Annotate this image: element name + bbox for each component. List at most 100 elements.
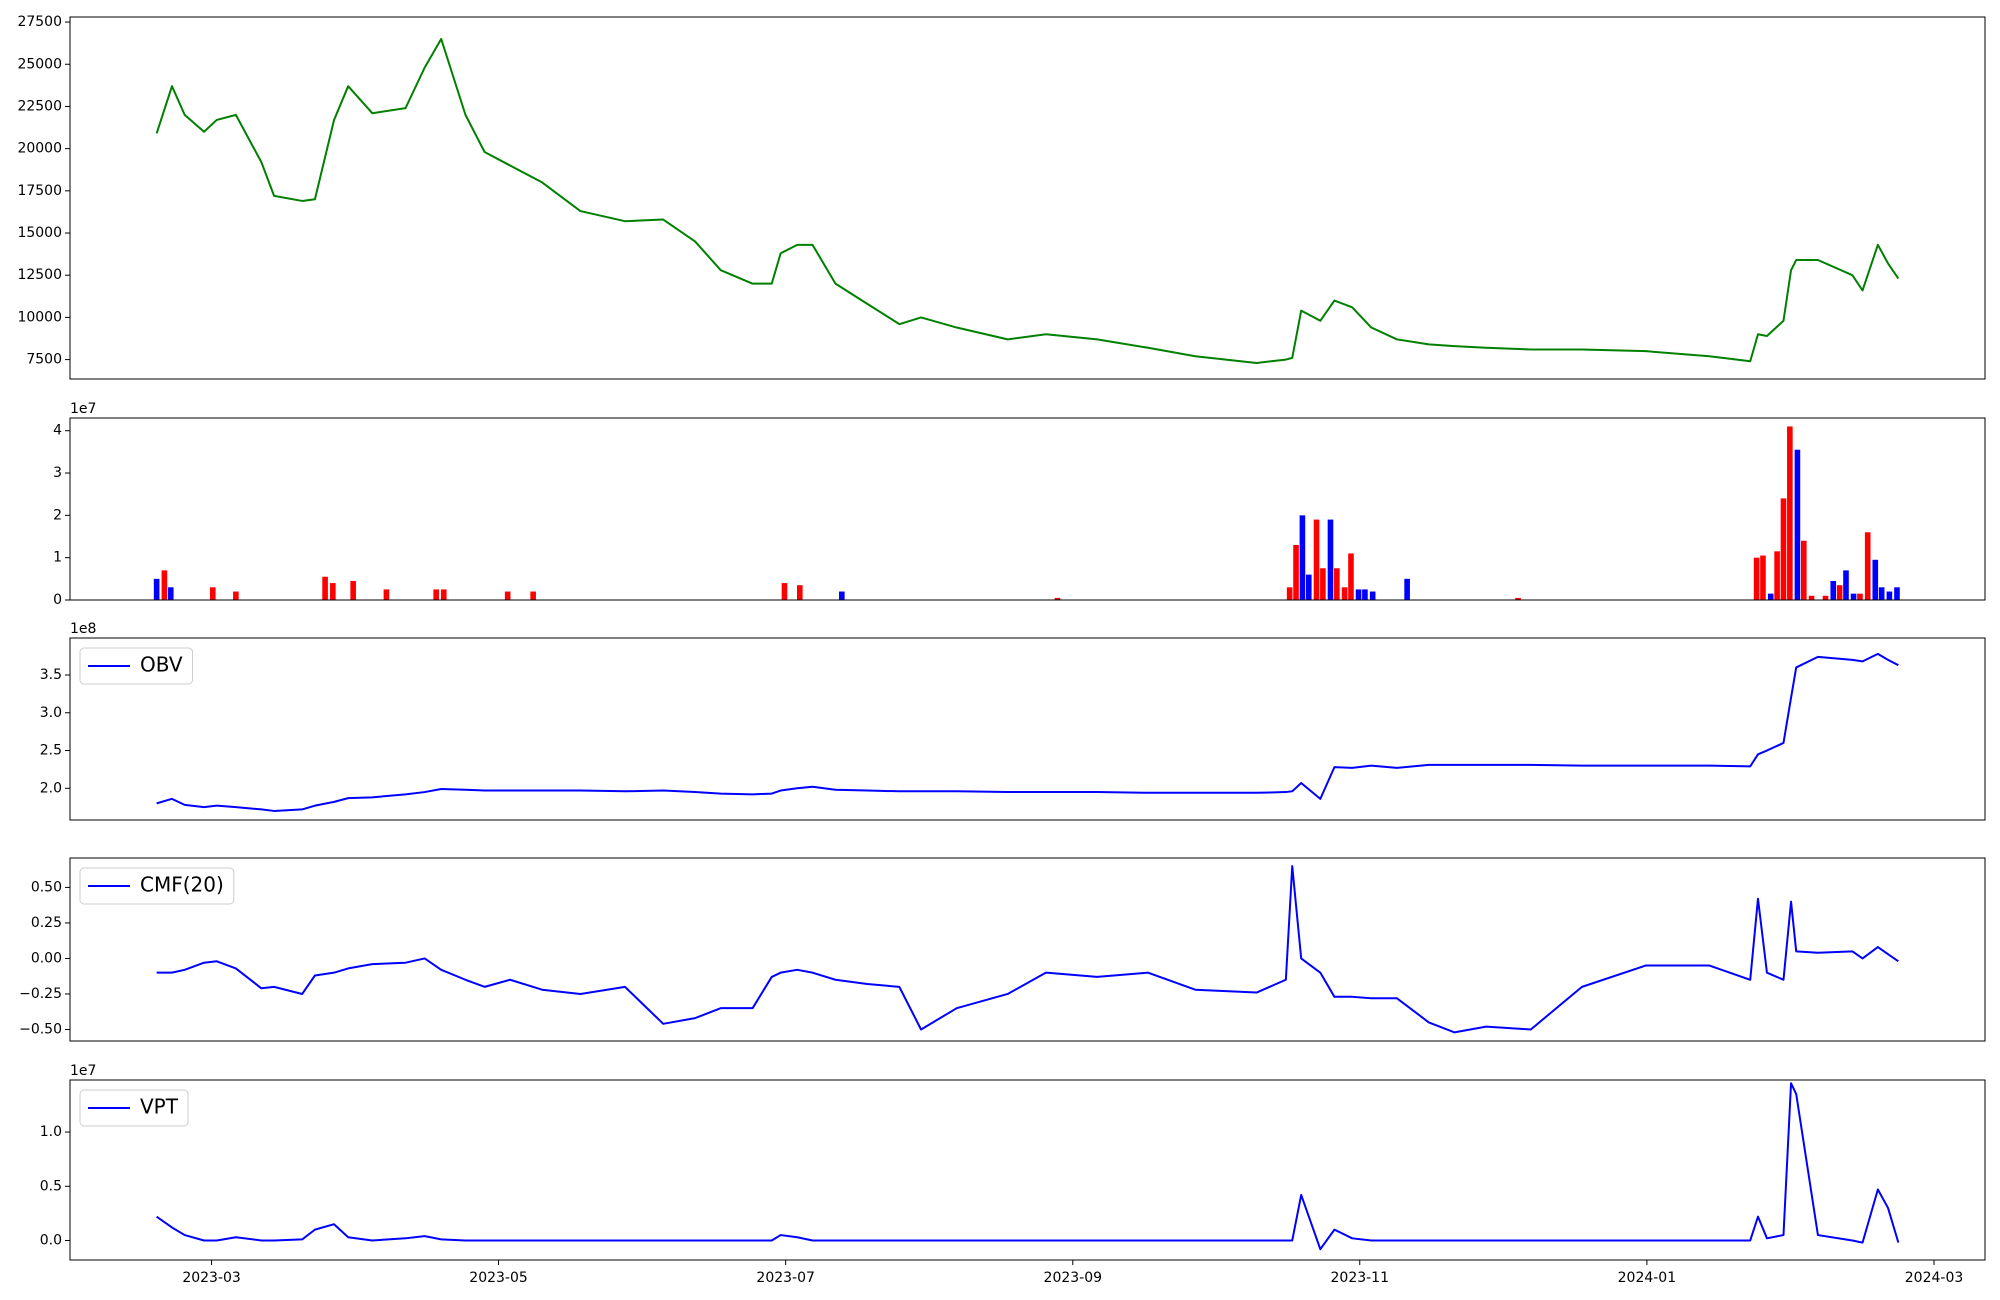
bar <box>504 591 511 600</box>
bar <box>1774 551 1780 600</box>
data-line <box>156 865 1899 1034</box>
axes-frame <box>69 417 1986 601</box>
y-tick-label: 17500 <box>17 183 62 199</box>
bar <box>1894 587 1900 600</box>
data-line <box>155 37 1900 364</box>
y-tick-label: 22500 <box>17 98 62 114</box>
bar <box>1864 532 1871 600</box>
panel: 2.0 2.5 3.0 3.5 1e8 OBV <box>40 621 1986 821</box>
bar <box>1850 593 1857 600</box>
bar <box>1808 595 1815 600</box>
y-tick-label: 2 <box>53 507 62 523</box>
bar <box>1355 589 1362 600</box>
x-tick-label: 2023-11 <box>1331 1270 1390 1286</box>
bar <box>1515 597 1521 600</box>
axis-offset-label: 1e8 <box>70 621 96 637</box>
bar <box>1293 544 1299 600</box>
bar <box>1830 580 1837 600</box>
y-tick-label: 15000 <box>17 225 62 241</box>
x-tick-label: 2023-05 <box>469 1270 528 1286</box>
bar <box>1327 519 1334 600</box>
bar <box>1404 578 1410 600</box>
bar <box>1857 593 1863 600</box>
y-tick-label: 2.0 <box>40 780 62 796</box>
y-tick-label: 2.5 <box>40 743 62 759</box>
bar <box>1787 426 1793 600</box>
panel: 0 1 2 3 4 1e7 <box>53 401 1986 608</box>
bar <box>530 591 536 600</box>
bar <box>1843 570 1849 600</box>
y-tick-label: 0.00 <box>31 950 62 966</box>
axes-frame <box>69 857 1986 1042</box>
bar <box>1780 498 1787 600</box>
bar <box>1320 568 1326 600</box>
bar <box>1313 519 1320 600</box>
panel: 0.0 0.5 1.0 2023-03 2023-05 2023-07 2023-09 202… <box>40 1063 1986 1286</box>
legend: OBV <box>79 647 194 685</box>
bar <box>1348 553 1354 600</box>
y-tick-label: 10000 <box>17 309 62 325</box>
bar <box>383 589 390 600</box>
y-tick-label: 4 <box>53 423 62 439</box>
y-tick-label: 0 <box>53 592 62 608</box>
legend-box <box>79 647 194 685</box>
legend: VPT <box>79 1089 189 1127</box>
y-tick-label: 12500 <box>17 267 62 283</box>
x-tick-label: 2023-09 <box>1044 1270 1103 1286</box>
bar <box>1054 597 1061 600</box>
axes-frame <box>69 1079 1986 1261</box>
bar <box>781 583 788 600</box>
bar <box>796 585 803 600</box>
bar <box>1822 595 1829 600</box>
legend-label: VPT <box>140 1095 179 1119</box>
legend-box <box>79 867 235 905</box>
y-tick-label: 20000 <box>17 141 62 157</box>
panel: 7500 10000 12500 15000 17500 20000 22500 25000 2… <box>17 14 1986 380</box>
bar <box>1878 587 1885 600</box>
bar <box>1299 515 1306 600</box>
bar <box>153 578 160 600</box>
bar <box>440 589 447 600</box>
bar <box>167 587 174 600</box>
y-tick-label: 0.0 <box>40 1232 62 1248</box>
legend-label: OBV <box>140 653 183 677</box>
bar <box>350 580 356 600</box>
legend: CMF(20) <box>79 867 235 905</box>
bar <box>1334 568 1340 600</box>
y-tick-label: 3.5 <box>40 667 62 683</box>
y-tick-label: 3.0 <box>40 705 62 721</box>
bar <box>433 589 439 600</box>
bar <box>1286 587 1293 600</box>
bar <box>1794 449 1801 600</box>
panel: −0.50 −0.25 0.00 0.25 0.50 CMF(20) <box>19 857 1986 1042</box>
bar <box>1767 593 1774 600</box>
axes-frame <box>69 16 1986 380</box>
y-tick-label: 1 <box>53 550 62 566</box>
y-tick-label: 0.25 <box>31 915 62 931</box>
axis-offset-label: 1e7 <box>70 401 96 417</box>
bar <box>1836 585 1843 600</box>
legend-box <box>79 1089 189 1127</box>
y-tick-label: 7500 <box>26 352 62 368</box>
y-tick-label: 0.5 <box>40 1178 62 1194</box>
bar <box>1760 555 1766 600</box>
bar <box>322 576 328 600</box>
axes-frame <box>69 637 1986 821</box>
x-tick-label: 2024-01 <box>1618 1270 1677 1286</box>
legend-label: CMF(20) <box>140 873 224 897</box>
bar <box>161 570 168 600</box>
y-tick-label: −0.25 <box>19 986 62 1002</box>
bar <box>1801 540 1807 600</box>
bar <box>1872 559 1879 600</box>
data-line <box>156 1082 1900 1251</box>
bar <box>330 583 336 600</box>
y-tick-label: 0.50 <box>31 879 62 895</box>
bar <box>233 591 239 600</box>
y-tick-label: 27500 <box>17 14 62 30</box>
bar <box>1305 574 1312 600</box>
y-tick-label: 1.0 <box>40 1124 62 1140</box>
axis-offset-label: 1e7 <box>70 1063 96 1079</box>
bar <box>1369 591 1376 600</box>
bar <box>839 591 845 600</box>
